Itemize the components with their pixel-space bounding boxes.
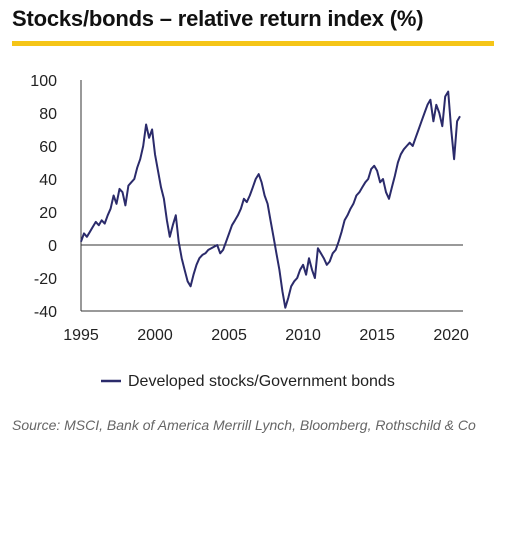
plot-area	[80, 90, 461, 309]
x-tick-label: 2015	[359, 327, 395, 344]
x-tick-label: 1995	[63, 327, 99, 344]
chart-title: Stocks/bonds – relative return index (%)	[12, 6, 424, 31]
x-tick-label: 2010	[285, 327, 321, 344]
line-chart: 100 80 60 40 20 0 -20 -40 1995 2000 2005 2010 2015 20…	[30, 73, 469, 390]
x-tick-label: 2000	[137, 327, 173, 344]
x-tick-label: 2005	[211, 327, 247, 344]
y-tick-label: 60	[39, 139, 57, 156]
legend-label: Developed stocks/Government bonds	[128, 373, 395, 390]
y-tick-label: 40	[39, 172, 57, 189]
title-rule	[12, 41, 494, 46]
chart-axes: 100 80 60 40 20 0 -20 -40 1995 2000 2005 2010 2015 20…	[30, 73, 469, 344]
y-tick-label: 20	[39, 205, 57, 222]
y-tick-label: -20	[34, 271, 57, 288]
x-tick-label: 2020	[433, 327, 469, 344]
y-tick-label: 0	[48, 238, 57, 255]
y-tick-label: -40	[34, 304, 57, 321]
y-tick-label: 80	[39, 106, 57, 123]
source-note: Source: MSCI, Bank of America Merrill Ly…	[12, 417, 476, 433]
legend: Developed stocks/Government bonds	[101, 373, 395, 390]
series-line	[80, 90, 461, 309]
y-tick-label: 100	[30, 73, 57, 90]
